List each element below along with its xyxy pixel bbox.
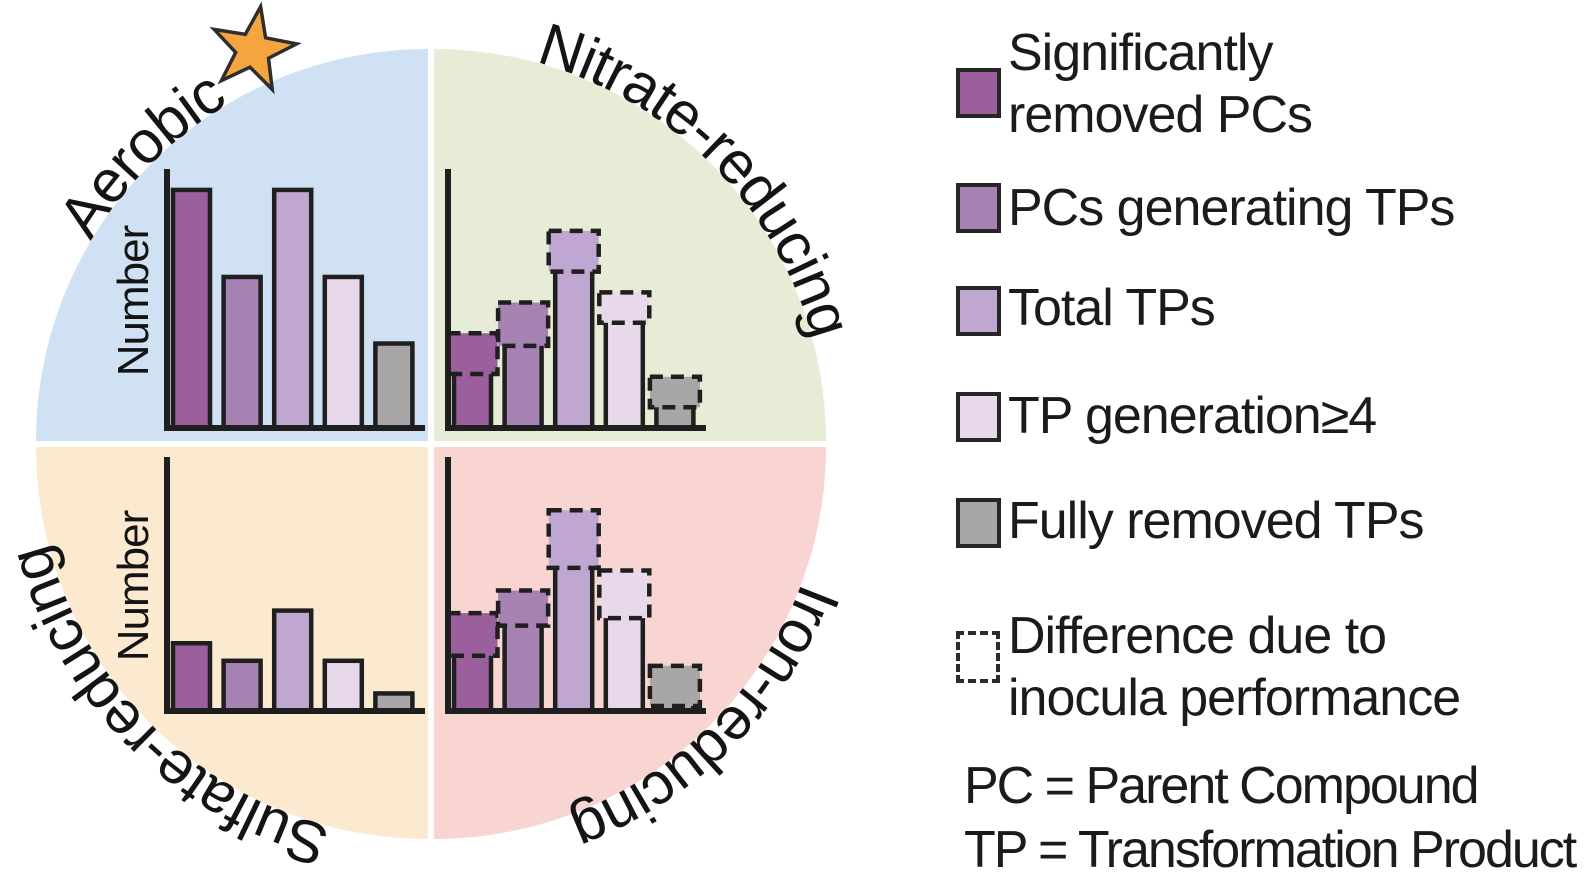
iron-reducing-bar-chart	[445, 457, 706, 714]
dashed-difference-box-iron-reducing-3	[597, 568, 652, 621]
fully-removed-tps-swatch	[956, 498, 1001, 548]
total-tps-swatch	[956, 286, 1001, 336]
footnote-tp: TP = Transformation Product	[964, 821, 1577, 879]
dashed-difference-box-nitrate-reducing-0	[445, 331, 500, 377]
y-axis-label-aerobic: Number	[109, 225, 158, 376]
dashed-difference-box-iron-reducing-2	[546, 507, 601, 571]
dashed-difference-box-iron-reducing-0	[445, 610, 500, 658]
pcs-generating-tps-swatch	[956, 183, 1001, 233]
bar-aerobic-3	[322, 274, 365, 431]
legend-label-significantly-removed-pcs: Significantly removed PCs	[1008, 24, 1313, 144]
bar-nitrate-reducing-2	[552, 259, 595, 431]
legend-label-tp-generation-ge4: TP generation≥4	[1008, 387, 1377, 445]
tp-generation-ge4-swatch	[956, 392, 1001, 442]
bar-nitrate-reducing-3	[603, 310, 646, 431]
footnote-pc: PC = Parent Compound	[964, 757, 1480, 815]
dashed-difference-box-nitrate-reducing-2	[546, 228, 601, 274]
nitrate-reducing-bar-chart	[445, 169, 706, 431]
bar-sulfate-reducing-2	[271, 608, 314, 714]
dashed-difference-box-nitrate-reducing-1	[495, 300, 551, 349]
dashed-difference-box-iron-reducing-1	[495, 588, 551, 628]
significantly-removed-pcs-swatch	[956, 68, 1001, 118]
bar-sulfate-reducing-3	[322, 658, 365, 714]
dashed-difference-box-nitrate-reducing-3	[597, 290, 652, 326]
bar-sulfate-reducing-1	[221, 658, 263, 714]
legend-label-pcs-generating-tps: PCs generating TPs	[1008, 179, 1455, 237]
bar-iron-reducing-3	[603, 605, 646, 714]
legend-label-difference-inocula: Difference due to inocula performance	[1008, 607, 1461, 727]
bar-iron-reducing-2	[552, 555, 595, 714]
sulfate-reducing-bar-chart: Number	[109, 457, 425, 714]
aerobic-bar-chart: Number	[109, 169, 425, 431]
difference-dashed-swatch	[956, 631, 1000, 683]
quadrant-sector-sulfate-reducing	[36, 447, 428, 839]
bar-nitrate-reducing-1	[502, 333, 544, 431]
dashed-difference-box-iron-reducing-4	[647, 663, 703, 709]
bar-aerobic-1	[221, 274, 263, 431]
bar-sulfate-reducing-0	[170, 640, 213, 714]
bar-iron-reducing-1	[502, 613, 544, 714]
star-icon	[209, 1, 302, 95]
y-axis-label-sulfate-reducing: Number	[109, 510, 158, 661]
dashed-difference-box-nitrate-reducing-4	[647, 374, 703, 410]
bar-aerobic-2	[271, 187, 314, 431]
bar-aerobic-0	[170, 187, 213, 431]
legend-label-fully-removed-tps: Fully removed TPs	[1008, 492, 1425, 550]
bar-aerobic-4	[373, 341, 415, 431]
quadrant-circle-figure: NumberNumberAerobicNitrate-reducingSulfa…	[0, 1, 866, 879]
legend-label-total-tps: Total TPs	[1008, 279, 1216, 337]
